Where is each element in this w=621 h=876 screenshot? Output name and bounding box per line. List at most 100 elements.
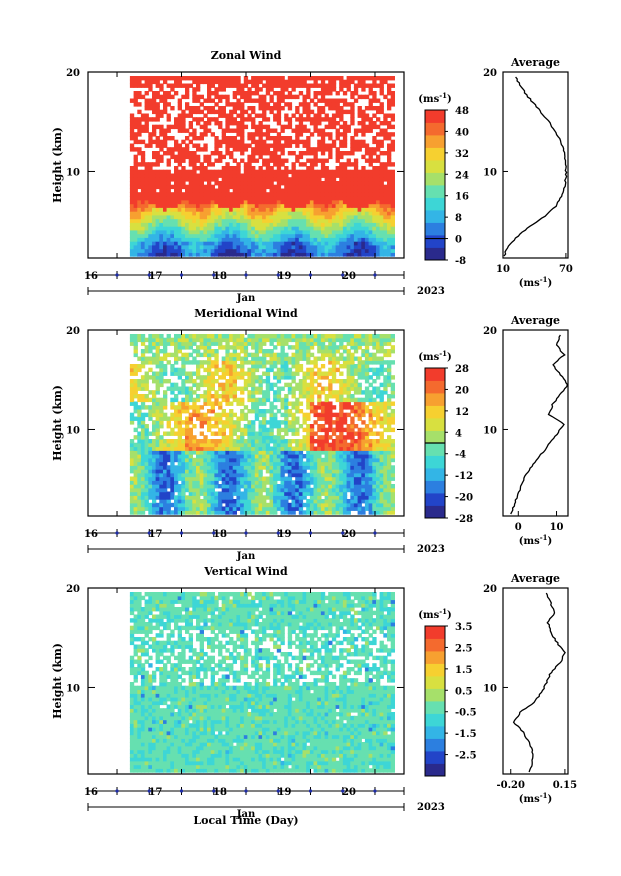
heatmap-cell xyxy=(361,87,366,92)
heatmap-cell xyxy=(144,461,149,466)
heatmap-cell xyxy=(324,446,329,451)
heatmap-cell xyxy=(229,241,234,246)
heatmap-cell xyxy=(144,143,149,148)
heatmap-cell xyxy=(284,113,289,118)
heatmap-cell xyxy=(203,367,208,373)
heatmap-cell xyxy=(280,87,285,92)
heatmap-cell xyxy=(276,439,282,444)
heatmap-cell xyxy=(192,461,197,466)
heatmap-cell xyxy=(240,510,245,515)
heatmap-cell xyxy=(276,177,282,182)
colorbar-segment xyxy=(425,160,445,173)
heatmap-cell xyxy=(372,83,377,88)
heatmap-cell xyxy=(166,222,171,227)
heatmap-cell xyxy=(192,349,197,354)
heatmap-cell xyxy=(214,476,219,481)
heatmap-cell xyxy=(251,461,256,466)
heatmap-cell xyxy=(262,218,267,223)
heatmap-cell xyxy=(247,435,252,440)
heatmap-cell xyxy=(295,128,300,133)
heatmap-cell xyxy=(159,484,164,489)
heatmap-cell xyxy=(207,83,212,88)
heatmap-cell xyxy=(185,442,190,448)
heatmap-cell xyxy=(196,491,201,496)
heatmap-cell xyxy=(221,420,226,425)
heatmap-cell xyxy=(177,337,182,343)
heatmap-cell xyxy=(152,469,157,474)
heatmap-cell xyxy=(262,233,267,238)
heatmap-cell xyxy=(196,487,201,493)
heatmap-cell xyxy=(159,188,164,193)
heatmap-cell xyxy=(225,371,230,376)
heatmap-cell xyxy=(328,427,333,433)
heatmap-cell xyxy=(298,121,304,126)
heatmap-cell xyxy=(262,337,267,343)
heatmap-cell xyxy=(133,102,138,107)
heatmap-cell xyxy=(229,469,234,474)
heatmap-cell xyxy=(273,143,278,148)
heatmap-cell xyxy=(357,252,362,257)
heatmap-cell xyxy=(346,102,351,107)
heatmap-cell xyxy=(210,510,215,515)
heatmap-cell xyxy=(357,143,362,148)
heatmap-cell xyxy=(207,476,212,481)
heatmap-cell xyxy=(376,207,381,212)
heatmap-cell xyxy=(225,237,230,242)
heatmap-cell xyxy=(225,98,230,103)
heatmap-cell xyxy=(368,158,373,163)
heatmap-cell xyxy=(229,337,234,343)
heatmap-cell xyxy=(254,241,260,246)
heatmap-cell xyxy=(262,113,267,118)
x-tick-label: 19 xyxy=(278,271,292,282)
heatmap-cell xyxy=(174,397,179,403)
heatmap-cell xyxy=(324,252,329,257)
heatmap-cell xyxy=(284,192,289,197)
heatmap-cell xyxy=(251,431,256,436)
heatmap-cell xyxy=(207,499,212,504)
heatmap-cell xyxy=(324,196,329,201)
heatmap-cell xyxy=(174,487,179,493)
heatmap-cell xyxy=(280,450,285,455)
heatmap-cell xyxy=(331,461,337,466)
heatmap-cell xyxy=(214,431,219,436)
heatmap-cell xyxy=(188,472,193,478)
heatmap-cell xyxy=(383,94,388,100)
heatmap-cell xyxy=(379,229,384,235)
heatmap-cell xyxy=(225,390,230,395)
heatmap-cell xyxy=(203,241,208,246)
heatmap-cell xyxy=(251,91,256,96)
heatmap-cell xyxy=(225,136,230,141)
heatmap-cell xyxy=(335,98,340,103)
heatmap-cell xyxy=(258,237,263,242)
heatmap-cell xyxy=(324,454,329,459)
heatmap-cell xyxy=(262,169,267,175)
heatmap-cell xyxy=(240,233,245,238)
heatmap-cell xyxy=(225,364,230,369)
heatmap-cell xyxy=(302,128,307,133)
heatmap-cell xyxy=(170,229,175,235)
heatmap-cell xyxy=(203,334,208,339)
heatmap-cell xyxy=(181,484,186,489)
heatmap-cell xyxy=(133,91,138,96)
heatmap-cell xyxy=(324,124,329,130)
heatmap-cell xyxy=(291,431,296,436)
heatmap-cell xyxy=(188,244,193,250)
heatmap-cell xyxy=(346,211,351,216)
heatmap-cell xyxy=(159,416,164,421)
heatmap-cell xyxy=(298,367,304,373)
heatmap-cell xyxy=(302,214,307,220)
heatmap-cell xyxy=(163,364,168,369)
heatmap-cell xyxy=(269,360,274,365)
heatmap-cell xyxy=(232,454,237,459)
heatmap-cell xyxy=(196,248,201,253)
heatmap-cell xyxy=(148,502,153,508)
heatmap-cell xyxy=(269,480,274,485)
heatmap-cell xyxy=(210,218,215,223)
heatmap-cell xyxy=(313,341,318,346)
heatmap-cell xyxy=(170,337,175,343)
heatmap-cell xyxy=(254,397,260,403)
heatmap-cell xyxy=(177,211,182,216)
heatmap-cell xyxy=(320,248,326,253)
heatmap-cell xyxy=(188,203,193,208)
heatmap-cell xyxy=(276,379,282,384)
